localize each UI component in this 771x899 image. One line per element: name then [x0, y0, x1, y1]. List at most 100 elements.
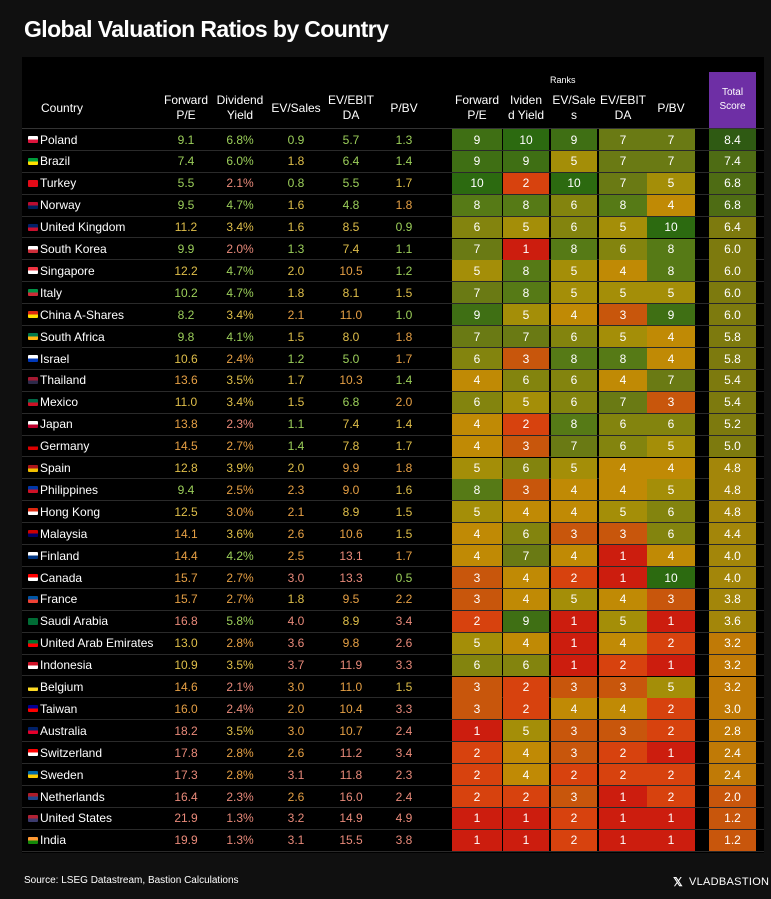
metric-value: 2.3	[395, 767, 413, 782]
rank-cell: 4	[503, 588, 549, 610]
flag-icon	[28, 464, 38, 472]
metric-value: 2.8%	[226, 636, 254, 651]
total-score-header: Total Score	[709, 72, 756, 128]
rank-cell: 5	[647, 172, 695, 194]
metric-value: 3.0	[287, 680, 305, 694]
country-name: South Korea	[40, 242, 107, 256]
rank-cell: 2	[503, 786, 549, 807]
metric-value: 13.0	[174, 636, 198, 651]
rank-cell: 6	[503, 457, 549, 479]
country-name: Indonesia	[40, 658, 93, 673]
metric-value: 13.8	[174, 417, 198, 432]
table-row: Malaysia 14.1 3.6% 2.6 10.6 1.5 4 6 3 3 6 4.4	[22, 523, 764, 546]
metric-value: 2.0	[287, 701, 305, 716]
country-cell: Germany	[28, 436, 162, 457]
country-cell: Norway	[28, 195, 162, 216]
rank-cell: 7	[452, 282, 502, 304]
metric-value: 1.4	[395, 417, 413, 432]
rank-cell: 6	[503, 654, 549, 676]
metric-value: 4.8	[342, 198, 360, 213]
table-row: Netherlands 16.4 2.3% 2.6 16.0 2.4 2 2 3 1 2 2.0	[22, 786, 764, 808]
metric-value: 2.7%	[226, 439, 254, 454]
country-name: Australia	[40, 723, 87, 738]
rank-cell: 1	[551, 654, 597, 676]
rank-cell: 2	[452, 742, 502, 764]
metric-value: 7.4	[342, 242, 360, 256]
row-divider	[22, 544, 764, 546]
metric-value: 2.5	[287, 548, 305, 563]
metric-value: 2.4%	[226, 351, 254, 366]
rank-cell: 5	[551, 150, 597, 172]
rank-cell: 5	[503, 391, 549, 413]
metric-value: 1.3	[395, 132, 413, 147]
table-row: Taiwan 16.0 2.4% 2.0 10.4 3.3 3 2 4 4 2 3.0	[22, 698, 764, 721]
ranks-caption: Ranks	[550, 75, 576, 85]
row-divider	[22, 784, 764, 786]
metric-value: 1.7	[395, 176, 413, 191]
metric-value: 3.2	[287, 811, 305, 826]
flag-icon	[28, 289, 38, 297]
rank-cell: 8	[599, 348, 647, 369]
country-name: Malaysia	[40, 526, 88, 541]
rank-cell: 8	[503, 282, 549, 304]
rank-cell: 9	[647, 304, 695, 326]
metric-value: 0.9	[395, 220, 413, 235]
table-row: India 19.9 1.3% 3.1 15.5 3.8 1 1 2 1 1 1.2	[22, 829, 764, 852]
metric-value: 1.5	[395, 285, 413, 300]
row-divider	[22, 434, 764, 436]
total-score-cell: 6.0	[709, 260, 756, 282]
metric-value: 4.7%	[226, 285, 254, 300]
metric-value: 5.8%	[226, 614, 254, 629]
metric-value: 21.9	[174, 811, 198, 826]
row-divider	[22, 850, 764, 852]
rank-cell: 5	[599, 610, 647, 632]
metric-value: 2.5%	[226, 482, 254, 497]
rank-cell: 6	[452, 348, 502, 369]
metric-value: 4.0	[287, 614, 305, 629]
rank-cell: 8	[599, 194, 647, 216]
metric-value: 1.8	[287, 592, 305, 607]
rank-cell: 2	[551, 764, 597, 786]
metric-value: 5.5	[342, 176, 360, 191]
total-score-cell: 6.8	[709, 194, 756, 216]
metric-value: 6.4	[342, 154, 360, 169]
metric-value: 11.8	[339, 767, 363, 782]
country-cell: Spain	[28, 458, 162, 479]
metric-value: 2.1	[287, 504, 305, 519]
total-score-cell: 2.8	[709, 720, 756, 742]
rank-cell: 2	[599, 764, 647, 786]
metric-value: 11.9	[339, 658, 363, 673]
total-score-cell: 5.8	[709, 326, 756, 348]
table-row: Poland 9.1 6.8% 0.9 5.7 1.3 9 10 9 7 7 8.4	[22, 129, 764, 151]
header-divider	[22, 128, 764, 129]
row-divider	[22, 456, 764, 458]
metric-value: 16.4	[174, 789, 198, 804]
flag-icon	[28, 595, 38, 603]
rank-cell: 5	[503, 304, 549, 326]
rank-cell: 3	[551, 742, 597, 764]
table-row: United States 21.9 1.3% 3.2 14.9 4.9 1 1 2 1 1 1.2	[22, 807, 764, 830]
metric-value: 10.2	[174, 285, 198, 300]
rank-cell: 7	[503, 545, 549, 567]
rank-cell: 9	[452, 129, 502, 150]
rank-cell: 4	[551, 304, 597, 326]
country-cell: South Korea	[28, 239, 162, 260]
total-score-cell: 5.0	[709, 435, 756, 457]
metric-value: 1.4	[395, 373, 413, 388]
rank-cell: 6	[647, 501, 695, 523]
row-divider	[22, 346, 764, 348]
rank-cell: 4	[647, 348, 695, 369]
metric-value: 1.7	[287, 373, 305, 388]
rank-cell: 1	[551, 610, 597, 632]
rank-cell: 5	[551, 457, 597, 479]
metric-value: 1.8	[395, 461, 413, 475]
metric-value: 1.8	[287, 154, 305, 169]
total-score-cell: 8.4	[709, 129, 756, 150]
rank-cell: 2	[452, 786, 502, 807]
total-score-cell: 4.4	[709, 523, 756, 545]
metric-header-4: P/BV	[377, 90, 431, 126]
metric-value: 1.8	[395, 329, 413, 344]
metric-value: 8.9	[342, 614, 360, 629]
rank-cell: 2	[647, 764, 695, 786]
country-name: Turkey	[40, 176, 77, 191]
